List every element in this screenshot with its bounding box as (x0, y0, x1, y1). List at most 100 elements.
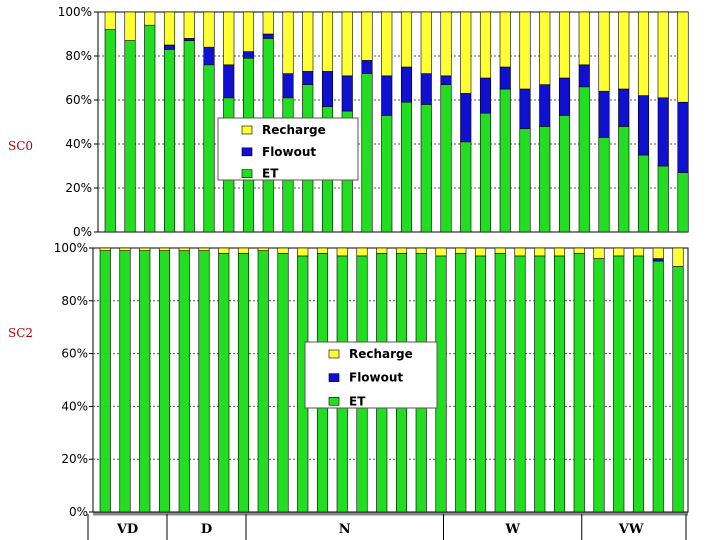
bar-segment-recharge (539, 11, 551, 85)
bar-segment-recharge (558, 11, 571, 79)
bar-segment-et (534, 255, 546, 513)
bar-segment-et (578, 86, 590, 233)
bar-segment-et (474, 255, 487, 513)
bar-segment-recharge (677, 11, 689, 103)
y-tick-label: 0% (73, 225, 92, 239)
bar-segment-recharge (223, 11, 235, 66)
bar-segment-et (455, 252, 467, 513)
y-tick-label: 80% (61, 294, 88, 308)
bar-segment-et (632, 255, 645, 513)
bar-segment-recharge (302, 11, 314, 72)
period-label-vd: VD (116, 522, 138, 537)
bar-segment-flowout (361, 60, 373, 74)
plot-frame (92, 247, 689, 513)
bar-segment-flowout (637, 95, 650, 156)
legend-swatch-flowout (328, 373, 340, 382)
bar-segment-et (460, 141, 472, 233)
y-tick-label: 100% (58, 5, 92, 19)
bar-segment-flowout (242, 51, 255, 59)
legend-label-flowout: Flowout (262, 145, 316, 159)
bar-segment-recharge (119, 247, 131, 251)
bar-segment-et (494, 252, 506, 513)
bar-segment-recharge (356, 247, 368, 257)
bar-segment-et (361, 73, 373, 233)
bar-segment-recharge (440, 11, 452, 77)
bar-segment-recharge (104, 11, 116, 30)
bar-segment-recharge (632, 247, 645, 257)
legend-label-recharge: Recharge (262, 123, 326, 137)
bar-segment-et (198, 250, 210, 513)
scenario-label: SC0 (8, 139, 33, 153)
legend-swatch-et (328, 396, 340, 406)
bar-segment-recharge (158, 247, 171, 251)
bar-segment-et (183, 40, 195, 233)
legend-swatch-recharge (328, 349, 340, 359)
bar-segment-et (672, 266, 684, 513)
bar-segment-recharge (672, 247, 684, 267)
bar-segment-recharge (282, 11, 294, 74)
bar-segment-et (163, 49, 176, 233)
bar-segment-recharge (400, 11, 413, 68)
y-tick-label: 60% (65, 93, 92, 107)
bar-segment-recharge (316, 247, 329, 254)
legend-swatch-flowout (241, 147, 253, 157)
legend-label-et: ET (262, 167, 279, 181)
bar-segment-et (119, 250, 131, 513)
scenario-label: SC2 (8, 326, 33, 340)
bar-segment-recharge (455, 247, 467, 254)
bar-segment-recharge (361, 11, 373, 61)
bar-segment-recharge (553, 247, 566, 257)
bar-segment-et (618, 126, 630, 233)
bar-segment-et (539, 126, 551, 233)
bar-segment-et (613, 255, 625, 513)
bar-segment-flowout (598, 90, 610, 138)
bar-segment-et (218, 252, 230, 513)
bar-segment-et (381, 115, 393, 233)
y-tick-label: 0% (69, 505, 88, 519)
bar-segment-et (598, 137, 610, 233)
bar-segment-recharge (203, 11, 215, 48)
bar-segment-recharge (474, 247, 487, 257)
bar-segment-recharge (652, 247, 664, 259)
y-tick-label: 20% (65, 181, 92, 195)
period-label-n: N (339, 522, 351, 537)
bar-segment-recharge (218, 247, 230, 254)
bar-segment-recharge (257, 247, 269, 251)
bar-segment-recharge (381, 11, 393, 77)
legend: Recharge Flowout ET (217, 117, 359, 181)
period-label-w: W (504, 522, 520, 537)
bar-segment-recharge (336, 247, 348, 257)
legend-label-flowout: Flowout (349, 371, 403, 385)
bar-segment-et (277, 252, 289, 513)
bar-segment-recharge (139, 247, 151, 251)
bar-segment-recharge (376, 247, 388, 254)
bar-segment-et (139, 250, 151, 513)
legend-swatch-recharge (241, 125, 253, 135)
y-tick-label: 40% (61, 399, 88, 413)
y-tick-label: 60% (61, 347, 88, 361)
bar-segment-recharge (297, 247, 309, 257)
bar-segment-et (178, 250, 190, 513)
legend-swatch-et (241, 169, 253, 178)
bar-segment-recharge (479, 11, 492, 79)
bar-segment-recharge (163, 11, 176, 46)
bar-segment-flowout (657, 97, 669, 167)
bar-segment-et (257, 250, 269, 513)
bar-segment-recharge (519, 11, 531, 90)
bar-segment-flowout (400, 66, 413, 103)
bar-segment-et (637, 154, 650, 233)
bar-segment-et (573, 252, 585, 513)
bar-segment-recharge (99, 247, 111, 251)
bar-segment-flowout (519, 88, 531, 129)
bar-segment-recharge (534, 247, 546, 257)
bar-segment-flowout (539, 84, 551, 127)
legend: Recharge Flowout ET (304, 341, 438, 409)
bar-segment-flowout (321, 71, 334, 107)
bar-segment-et (677, 172, 689, 233)
bar-segment-flowout (262, 33, 274, 39)
y-tick-label: 100% (54, 241, 88, 255)
bar-segment-flowout (558, 77, 571, 116)
bar-segment-et (420, 104, 432, 233)
bar-segment-et (499, 88, 511, 233)
